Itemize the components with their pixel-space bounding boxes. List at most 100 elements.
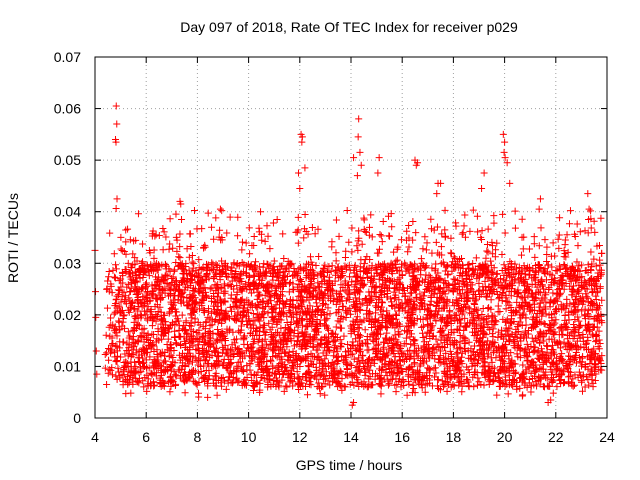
data-point <box>220 289 228 297</box>
data-point <box>372 292 380 300</box>
data-point <box>337 312 345 320</box>
data-point <box>191 378 199 386</box>
data-point <box>392 280 400 288</box>
data-point <box>375 340 383 348</box>
data-point <box>506 258 514 266</box>
data-point <box>269 364 277 372</box>
data-point <box>556 344 564 352</box>
data-point <box>378 363 386 371</box>
data-point <box>284 337 292 345</box>
data-point <box>293 318 301 326</box>
data-point <box>167 300 175 308</box>
data-point <box>268 323 276 331</box>
data-point <box>222 385 230 393</box>
data-point <box>302 274 310 282</box>
data-point <box>458 286 466 294</box>
data-point <box>481 359 489 367</box>
data-point <box>494 291 502 299</box>
data-point <box>361 368 369 376</box>
data-point <box>314 225 322 233</box>
data-point <box>143 364 151 372</box>
data-point <box>542 305 550 313</box>
data-point <box>291 304 299 312</box>
data-point <box>119 338 127 346</box>
data-point <box>427 322 435 330</box>
data-point <box>446 340 454 348</box>
data-point <box>328 262 336 270</box>
data-point <box>336 324 344 332</box>
data-point <box>484 345 492 353</box>
data-point <box>478 227 486 235</box>
data-point <box>206 285 214 293</box>
data-point <box>150 254 158 262</box>
data-point <box>501 382 509 390</box>
data-point <box>131 268 139 276</box>
data-point <box>214 302 222 310</box>
data-point <box>129 380 137 388</box>
data-point <box>313 355 321 363</box>
data-point <box>532 289 540 297</box>
data-point <box>494 278 502 286</box>
data-point <box>411 359 419 367</box>
data-point <box>140 338 148 346</box>
data-point <box>192 380 200 388</box>
data-point <box>165 283 173 291</box>
data-point <box>238 258 246 266</box>
data-point <box>332 249 340 257</box>
data-point <box>219 359 227 367</box>
data-point <box>356 288 364 296</box>
data-point <box>572 308 580 316</box>
data-point <box>405 370 413 378</box>
data-point <box>233 274 241 282</box>
data-point <box>140 383 148 391</box>
data-point <box>352 294 360 302</box>
data-point <box>516 384 524 392</box>
data-point <box>188 297 196 305</box>
data-point <box>455 304 463 312</box>
data-point <box>364 366 372 374</box>
data-point <box>501 229 509 237</box>
data-point <box>379 299 387 307</box>
chart-title: Day 097 of 2018, Rate Of TEC Index for r… <box>180 19 518 35</box>
data-point <box>129 373 137 381</box>
data-point <box>420 292 428 300</box>
data-point <box>144 375 152 383</box>
data-point <box>523 265 531 273</box>
data-point <box>173 236 181 244</box>
data-point <box>366 292 374 300</box>
data-point <box>167 351 175 359</box>
data-point <box>544 382 552 390</box>
data-point <box>320 310 328 318</box>
data-point <box>564 335 572 343</box>
data-point <box>173 340 181 348</box>
data-point <box>596 266 604 274</box>
data-point <box>123 339 131 347</box>
data-point <box>185 253 193 261</box>
data-point <box>482 254 490 262</box>
data-point <box>165 245 173 253</box>
data-point <box>520 347 528 355</box>
data-point <box>466 305 474 313</box>
data-point <box>162 329 170 337</box>
data-point <box>592 338 600 346</box>
data-point <box>358 240 366 248</box>
data-point <box>236 272 244 280</box>
data-point <box>443 387 451 395</box>
data-point <box>587 224 595 232</box>
data-point <box>556 214 564 222</box>
data-point <box>331 337 339 345</box>
data-point <box>509 376 517 384</box>
data-point <box>283 319 291 327</box>
data-point <box>516 354 524 362</box>
data-point <box>565 220 573 228</box>
data-point <box>321 391 329 399</box>
data-point <box>587 207 595 215</box>
data-point <box>290 332 298 340</box>
data-point <box>589 332 597 340</box>
data-point <box>463 323 471 331</box>
data-point <box>309 287 317 295</box>
data-point <box>106 229 114 237</box>
data-point <box>396 361 404 369</box>
data-point <box>533 318 541 326</box>
